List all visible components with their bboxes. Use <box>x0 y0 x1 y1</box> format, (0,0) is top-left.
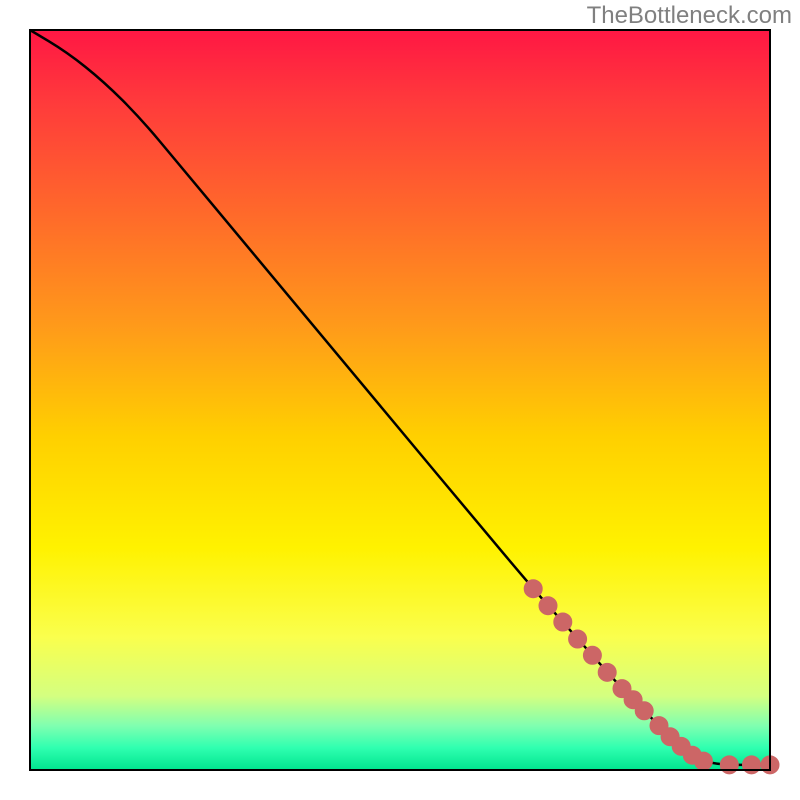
data-marker <box>635 702 653 720</box>
watermark-text: TheBottleneck.com <box>587 2 792 30</box>
data-marker <box>539 597 557 615</box>
data-marker <box>524 580 542 598</box>
data-marker <box>583 646 601 664</box>
data-marker <box>743 756 761 774</box>
bottleneck-chart <box>0 0 800 800</box>
data-marker <box>569 630 587 648</box>
data-marker <box>694 752 712 770</box>
plot-background <box>30 30 770 770</box>
data-marker <box>598 663 616 681</box>
chart-container: TheBottleneck.com <box>0 0 800 800</box>
data-marker <box>720 756 738 774</box>
data-marker <box>554 613 572 631</box>
